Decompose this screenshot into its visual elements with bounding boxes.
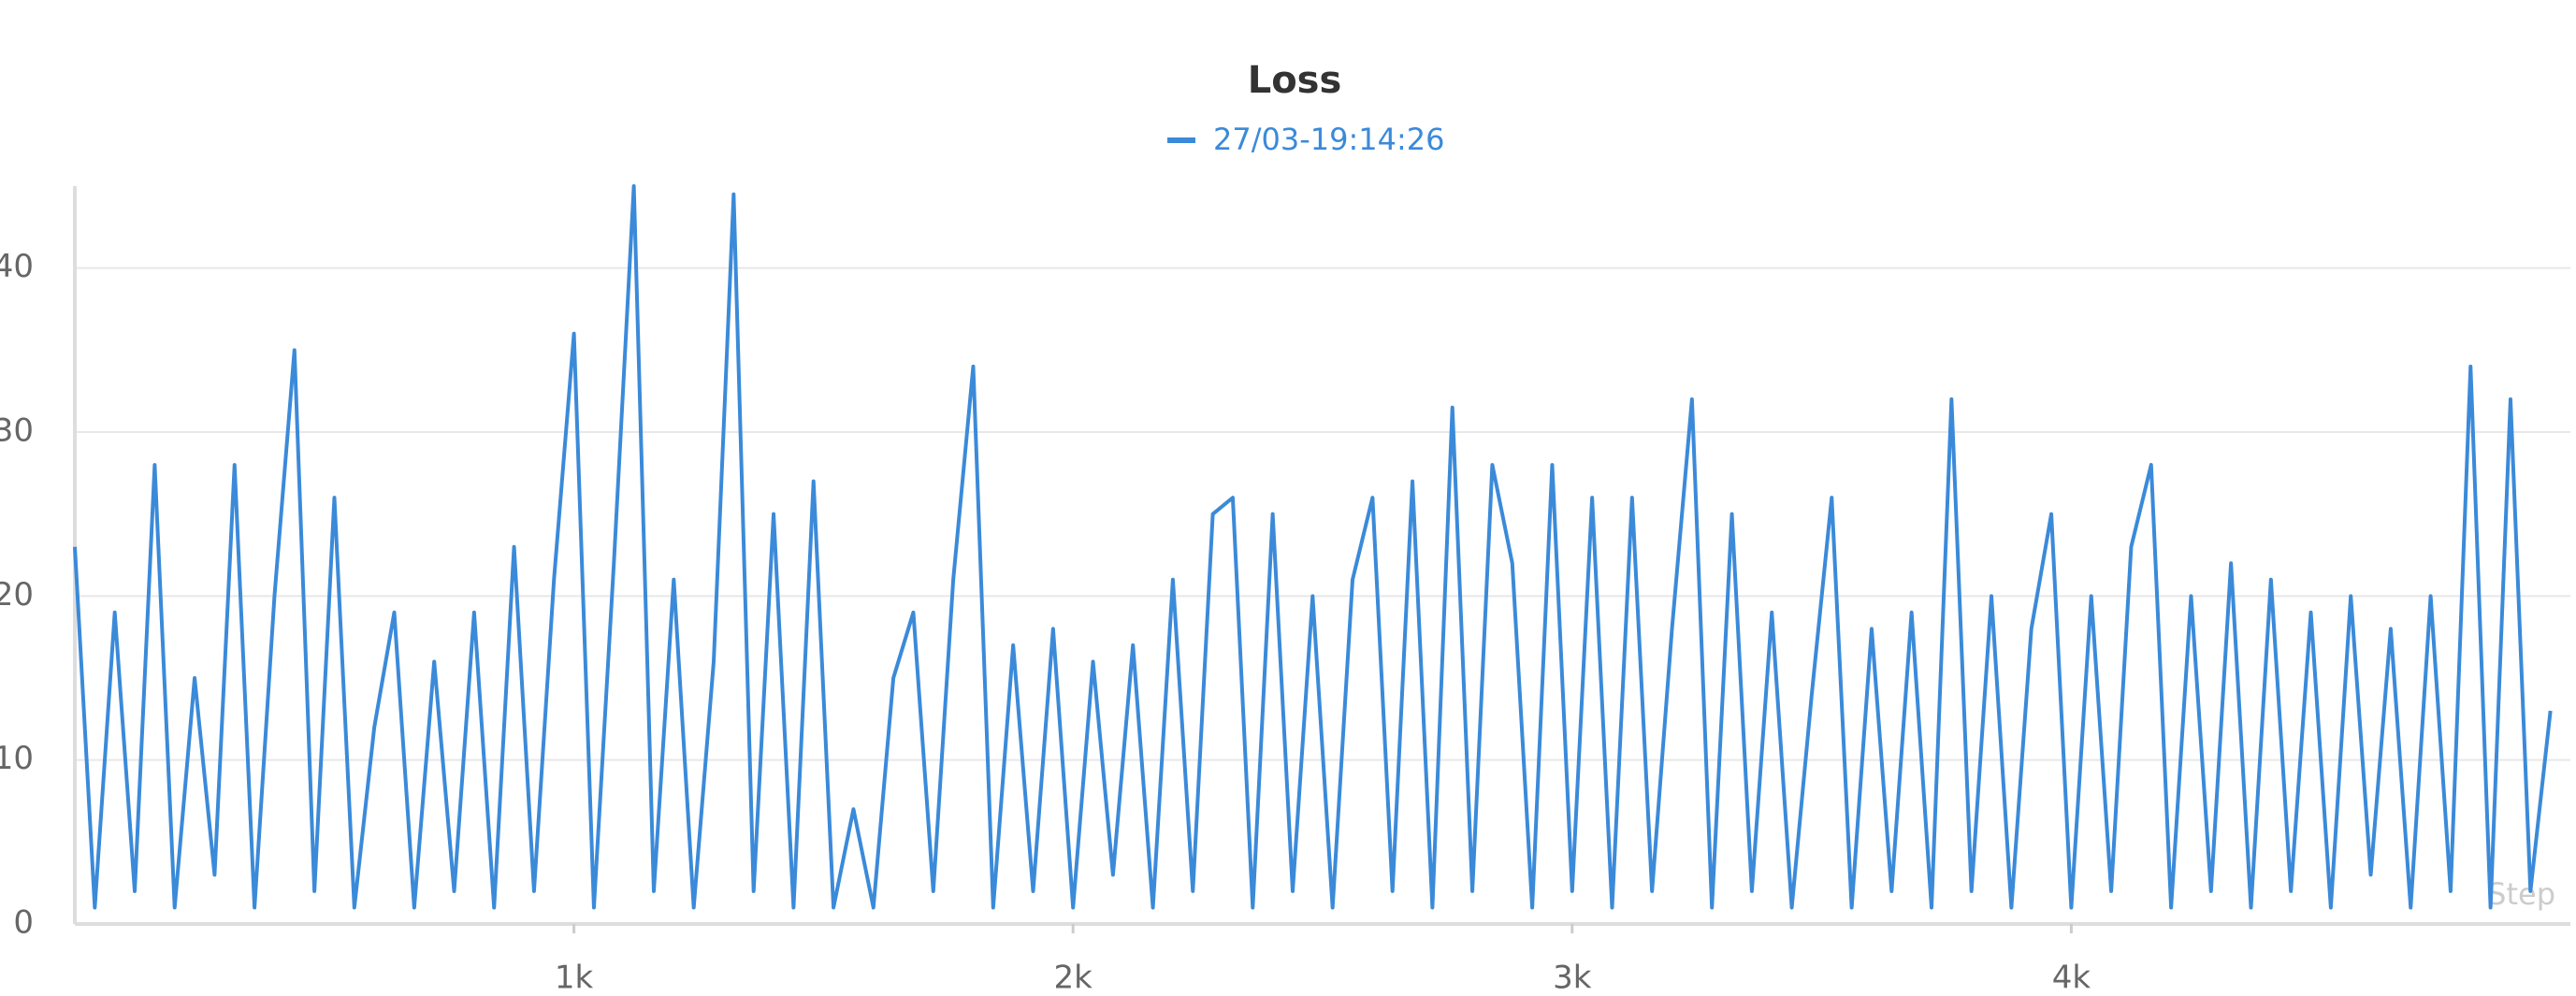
legend-label: 27/03-19:14:26 bbox=[1213, 122, 1444, 157]
legend-swatch bbox=[1167, 137, 1195, 143]
x-tick-label: 3k bbox=[1553, 960, 1592, 996]
x-tick-label: 4k bbox=[2052, 960, 2091, 996]
x-axis-label: Step bbox=[2487, 876, 2555, 912]
y-tick-label: 30 bbox=[0, 412, 34, 450]
chart-title: Loss bbox=[1248, 59, 1342, 102]
x-tick-label: 2k bbox=[1054, 960, 1093, 996]
y-tick-label: 40 bbox=[0, 248, 34, 285]
x-tick-label: 1k bbox=[555, 960, 594, 996]
y-tick-label: 20 bbox=[0, 576, 34, 613]
series-line bbox=[73, 184, 2553, 910]
y-tick-label: 10 bbox=[0, 740, 34, 777]
y-tick-label: 0 bbox=[13, 904, 34, 942]
